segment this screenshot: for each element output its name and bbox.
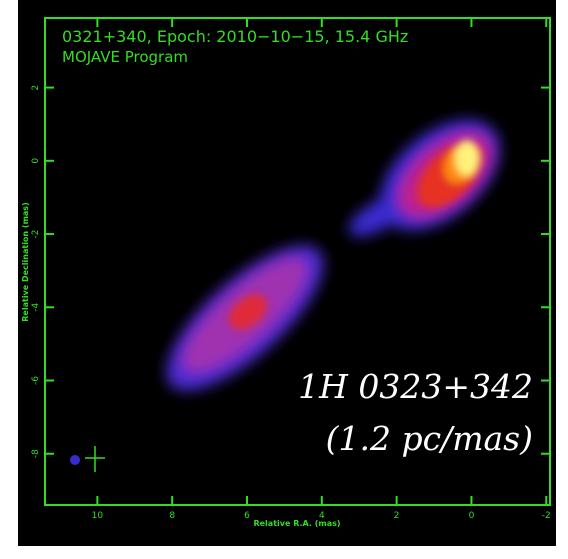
- y-tick-label: -2: [31, 230, 41, 239]
- plot-frame: [44, 17, 551, 506]
- x-tick-label: -2: [542, 511, 551, 521]
- y-axis-label: Relative Declination (mas): [21, 202, 30, 321]
- x-axis-label: Relative R.A. (mas): [253, 519, 340, 528]
- x-tick-label: 8: [169, 511, 175, 521]
- x-tick-label: 6: [244, 511, 250, 521]
- x-tick-label: 0: [469, 511, 475, 521]
- y-tick-label: -4: [31, 303, 41, 312]
- annotation: (1.2 pc/mas): [326, 419, 533, 458]
- x-tick-label: 4: [319, 511, 325, 521]
- y-tick-label: -6: [31, 376, 41, 385]
- y-tick-label: -8: [31, 449, 41, 458]
- chart-title: 0321+340, Epoch: 2010−10−15, 15.4 GHz: [62, 27, 408, 46]
- x-tick-label: 2: [394, 511, 400, 521]
- annotation: 1H 0323+342: [298, 367, 533, 406]
- frame: 10 8 6 4 2 0 -2 2 0 -2 -4 -6 -8: [31, 17, 551, 521]
- y-tick-label: 0: [31, 158, 41, 164]
- y-tick-label: 2: [31, 85, 41, 91]
- radio-emission: [70, 119, 501, 465]
- x-tick-label: 10: [92, 511, 104, 521]
- subtitle: MOJAVE Program: [62, 48, 188, 66]
